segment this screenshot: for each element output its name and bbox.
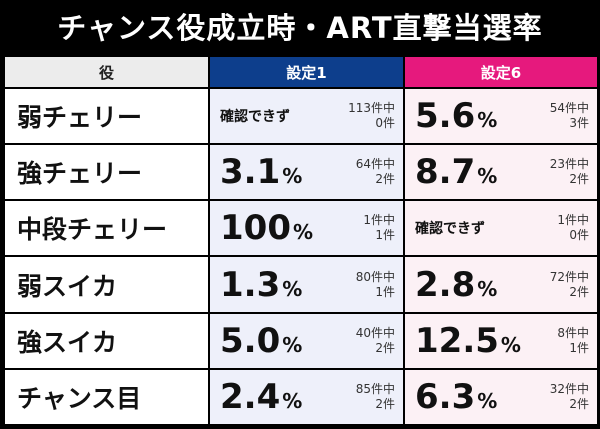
setting-1-cell: 100% 1件中 1件 (210, 201, 403, 256)
role-label: 強スイカ (5, 313, 208, 368)
table-row: 弱スイカ 1.3% 80件中 1件 2.8% 72件中 2件 (5, 257, 597, 312)
rate-value: 8.7 (415, 152, 476, 193)
rate-value: 6.3 (415, 376, 476, 417)
percent-sign: % (292, 220, 314, 245)
rate-value: 100 (220, 208, 291, 249)
percent-sign: % (282, 276, 303, 301)
setting-1-cell: 1.3% 80件中 1件 (210, 257, 403, 312)
sample-count: 54件中 (549, 101, 589, 116)
role-label: 強チェリー (5, 145, 208, 200)
percent-sign: % (500, 332, 521, 357)
header-setting-1: 設定1 (210, 57, 403, 87)
hit-count: 1件 (569, 340, 589, 355)
setting-6-cell: 2.8% 72件中 2件 (405, 257, 597, 312)
table-row: 弱チェリー 確認できず 113件中 0件 5.6% 54件中 3件 (5, 89, 597, 144)
sample-count: 23件中 (549, 157, 589, 172)
hit-count: 0件 (569, 228, 589, 243)
rate-value: 1.3 (220, 264, 281, 305)
table-row: 中段チェリー 100% 1件中 1件 確認できず 1件中 0件 (5, 201, 597, 256)
setting-1-cell: 5.0% 40件中 2件 (210, 313, 403, 368)
setting-1-cell: 2.4% 85件中 2件 (210, 369, 403, 424)
role-label: チャンス目 (5, 369, 208, 424)
percent-sign: % (477, 276, 498, 301)
percent-sign: % (477, 388, 498, 413)
setting-1-cell: 確認できず 113件中 0件 (210, 89, 403, 144)
hit-count: 2件 (375, 396, 395, 411)
sample-count: 40件中 (355, 325, 395, 340)
hit-count: 2件 (375, 340, 395, 355)
sample-count: 32件中 (549, 381, 589, 396)
sample-count: 72件中 (549, 269, 589, 284)
sample-count: 85件中 (355, 381, 395, 396)
hit-count: 1件 (375, 284, 395, 299)
rate-value: 2.4 (220, 376, 281, 417)
header-setting-6: 設定6 (405, 57, 597, 87)
role-label: 中段チェリー (5, 201, 208, 256)
rate-text: 確認できず (220, 109, 290, 126)
setting-6-cell: 8.7% 23件中 2件 (405, 145, 597, 200)
table-row: 強スイカ 5.0% 40件中 2件 12.5% 8件中 1件 (5, 313, 597, 368)
page-title: チャンス役成立時・ART直撃当選率 (57, 11, 543, 45)
rate-value: 5.0 (220, 320, 281, 361)
table-row: 強チェリー 3.1% 64件中 2件 8.7% 23件中 2件 (5, 145, 597, 200)
sample-count: 80件中 (355, 269, 395, 284)
sample-count: 1件中 (363, 213, 395, 228)
table-row: チャンス目 2.4% 85件中 2件 6.3% 32件中 2件 (5, 369, 597, 424)
hit-count: 2件 (569, 396, 589, 411)
sample-count: 8件中 (557, 325, 589, 340)
hit-count: 2件 (375, 172, 395, 187)
percent-sign: % (477, 164, 498, 189)
hit-count: 0件 (375, 116, 395, 131)
percent-sign: % (477, 108, 498, 133)
percent-sign: % (282, 388, 303, 413)
header-role: 役 (5, 57, 208, 87)
setting-6-cell: 12.5% 8件中 1件 (405, 313, 597, 368)
hit-count: 2件 (569, 284, 589, 299)
hit-count: 1件 (375, 228, 395, 243)
setting-6-cell: 6.3% 32件中 2件 (405, 369, 597, 424)
setting-6-cell: 5.6% 54件中 3件 (405, 89, 597, 144)
percent-sign: % (282, 332, 303, 357)
percent-sign: % (282, 164, 303, 189)
role-label: 弱チェリー (5, 89, 208, 144)
sample-count: 64件中 (355, 157, 395, 172)
rate-value: 2.8 (415, 264, 476, 305)
sample-count: 1件中 (557, 213, 589, 228)
rate-value: 12.5 (415, 320, 499, 361)
hit-count: 2件 (569, 172, 589, 187)
setting-6-cell: 確認できず 1件中 0件 (405, 201, 597, 256)
role-label: 弱スイカ (5, 257, 208, 312)
setting-1-cell: 3.1% 64件中 2件 (210, 145, 403, 200)
rate-value: 3.1 (220, 152, 281, 193)
rate-value: 5.6 (415, 96, 476, 137)
sample-count: 113件中 (348, 101, 395, 116)
hit-count: 3件 (569, 116, 589, 131)
rate-text: 確認できず (415, 221, 485, 238)
table-header-row: 役 設定1 設定6 (5, 57, 597, 87)
rate-table: 役 設定1 設定6 弱チェリー 確認できず 113件中 0件 5.6% 54件中 3… (3, 55, 599, 426)
